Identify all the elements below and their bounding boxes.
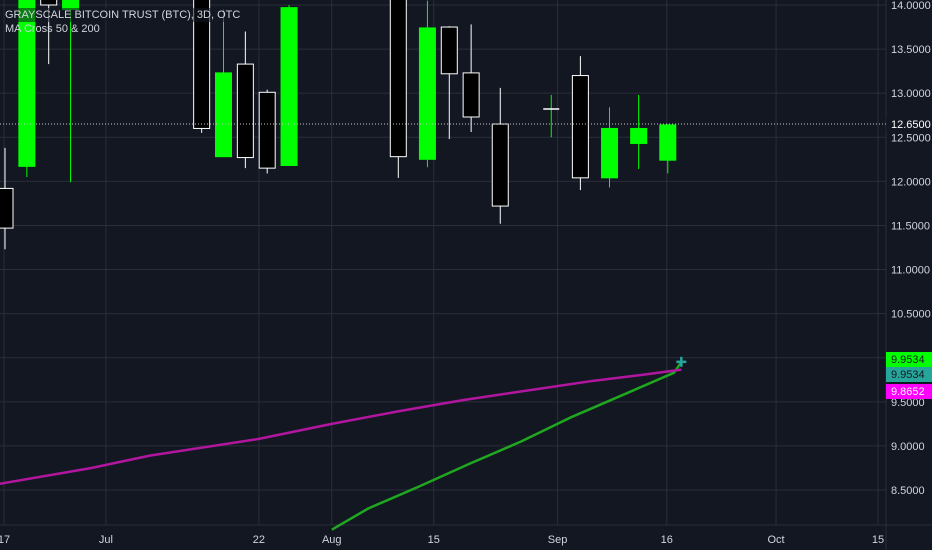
last-price-label: 12.6500 [891,119,931,131]
time-axis-label: Sep [548,534,568,546]
symbol-title[interactable]: GRAYSCALE BITCOIN TRUST (BTC), 3D, OTC [5,8,243,22]
candle-body-down[interactable] [440,26,458,75]
candle-body-down[interactable] [491,123,509,207]
value-badge [886,367,932,382]
time-axis-label: Aug [322,534,342,546]
chart-legend: GRAYSCALE BITCOIN TRUST (BTC), 3D, OTC M… [5,8,243,36]
candle-body-down[interactable] [193,0,211,129]
candle-body-down[interactable] [571,75,589,179]
indicator-title[interactable]: MA Cross 50 & 200 [5,23,100,35]
candle-body-up[interactable] [418,27,436,160]
candle-body-down[interactable] [236,63,254,159]
candle-body-up[interactable] [630,127,648,144]
price-axis-label: 9.5000 [891,397,925,409]
price-axis-label: 10.5000 [891,309,931,321]
price-axis-label: 12.5000 [891,132,931,144]
candle-body-up[interactable] [18,0,36,167]
time-axis-label: Jul [99,534,113,546]
candle-body-down[interactable] [389,0,407,158]
value-badge-label: 9.9534 [891,369,925,381]
price-axis-label: 9.0000 [891,441,925,453]
candle-body-down[interactable] [0,187,14,229]
value-badge-label: 9.9534 [891,354,925,366]
price-axis-label: 13.5000 [891,44,931,56]
price-axis-label: 12.0000 [891,176,931,188]
candle-body-up[interactable] [659,124,677,161]
last-price-tag [886,117,932,132]
time-axis-label: Oct [767,534,784,546]
plot-area[interactable] [0,0,886,525]
candle-body-down[interactable] [40,0,58,6]
price-axis-label: 11.5000 [891,220,930,232]
price-axis-label: 14.0000 [891,0,931,12]
value-badge [886,384,932,399]
candle-body-up[interactable] [280,7,298,166]
time-axis-label: 15 [428,534,440,546]
time-axis-label: 17 [0,534,10,546]
candle-body-down[interactable] [258,91,276,169]
price-axis-label: 11.0000 [891,265,930,277]
candle-body-down[interactable] [462,72,480,118]
value-badge [886,352,932,367]
value-badge-label: 9.8652 [891,386,925,398]
time-axis-label: 16 [661,534,673,546]
time-axis-label: 22 [253,534,265,546]
candle-body-up[interactable] [215,72,232,158]
candle-body-up[interactable] [601,127,619,179]
time-axis-label: 15 [872,534,884,546]
ma-50-line[interactable] [331,361,683,531]
ma-200-line[interactable] [0,368,682,486]
price-axis-label: 13.0000 [891,88,931,100]
price-axis-label: 8.5000 [891,485,925,497]
